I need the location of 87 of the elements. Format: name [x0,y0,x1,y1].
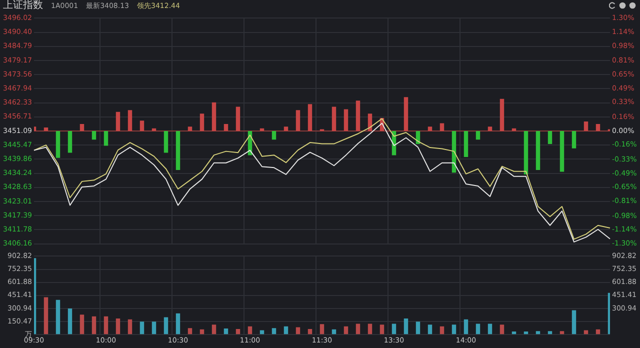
bar [164,317,168,334]
bar [368,324,372,334]
bar [572,131,576,148]
bar [116,318,120,334]
bar [164,131,168,153]
bar [200,329,204,334]
bar [92,131,96,140]
bar [500,324,504,334]
bar [368,114,372,131]
bar [44,128,48,131]
bar [428,324,432,334]
bar [104,316,108,334]
bar [68,131,72,153]
bar [128,110,132,131]
bar [596,329,600,334]
bar [128,319,132,334]
bar [428,126,432,131]
bar [440,123,444,131]
bar [200,114,204,131]
bar [188,328,192,334]
bar [356,100,360,131]
bar [512,332,516,334]
bar [308,104,312,131]
bar [476,131,480,140]
bar [44,297,48,334]
bar [548,331,552,334]
bar [272,328,276,334]
bar [236,328,240,334]
bar [332,106,336,131]
bar [248,326,252,334]
bar [176,313,180,334]
bar [560,331,564,334]
bar [320,324,324,334]
bar [524,131,528,174]
bar [212,324,216,334]
bar [476,324,480,334]
bar [332,329,336,334]
bar [308,328,312,334]
bar [140,322,144,334]
bar [176,131,180,170]
bar [416,322,420,334]
bar [440,326,444,334]
bar [500,98,504,131]
bar [296,327,300,334]
bar [152,322,156,334]
bar [512,128,516,131]
bar [596,124,600,131]
bar [272,131,276,140]
bar [152,128,156,131]
bar [212,102,216,131]
bar [80,124,84,131]
bar [344,326,348,334]
bar [224,124,228,131]
bar [56,131,60,158]
bar [284,126,288,131]
bar [188,126,192,131]
bar [488,324,492,334]
bar [536,131,540,170]
bar [548,131,552,144]
bar [356,324,360,334]
bar [452,324,456,334]
bar [404,97,408,131]
bar [80,314,84,334]
bar [536,331,540,334]
bar [392,324,396,334]
bar [560,131,564,172]
bar [68,308,72,334]
bar [104,131,108,146]
bar [404,318,408,334]
bar [464,319,468,334]
bar [92,316,96,334]
bar [140,120,144,131]
bar [236,106,240,131]
bar [464,131,468,158]
bar [296,110,300,131]
bar [116,112,120,131]
chart-title: 上证指数 [3,0,43,12]
bar [260,128,264,131]
bar [284,326,288,334]
bar [224,328,228,334]
bar [572,310,576,334]
bar [584,121,588,131]
bar [488,126,492,131]
bar [344,109,348,131]
bar [524,332,528,334]
bar [56,300,60,334]
bar [380,324,384,334]
